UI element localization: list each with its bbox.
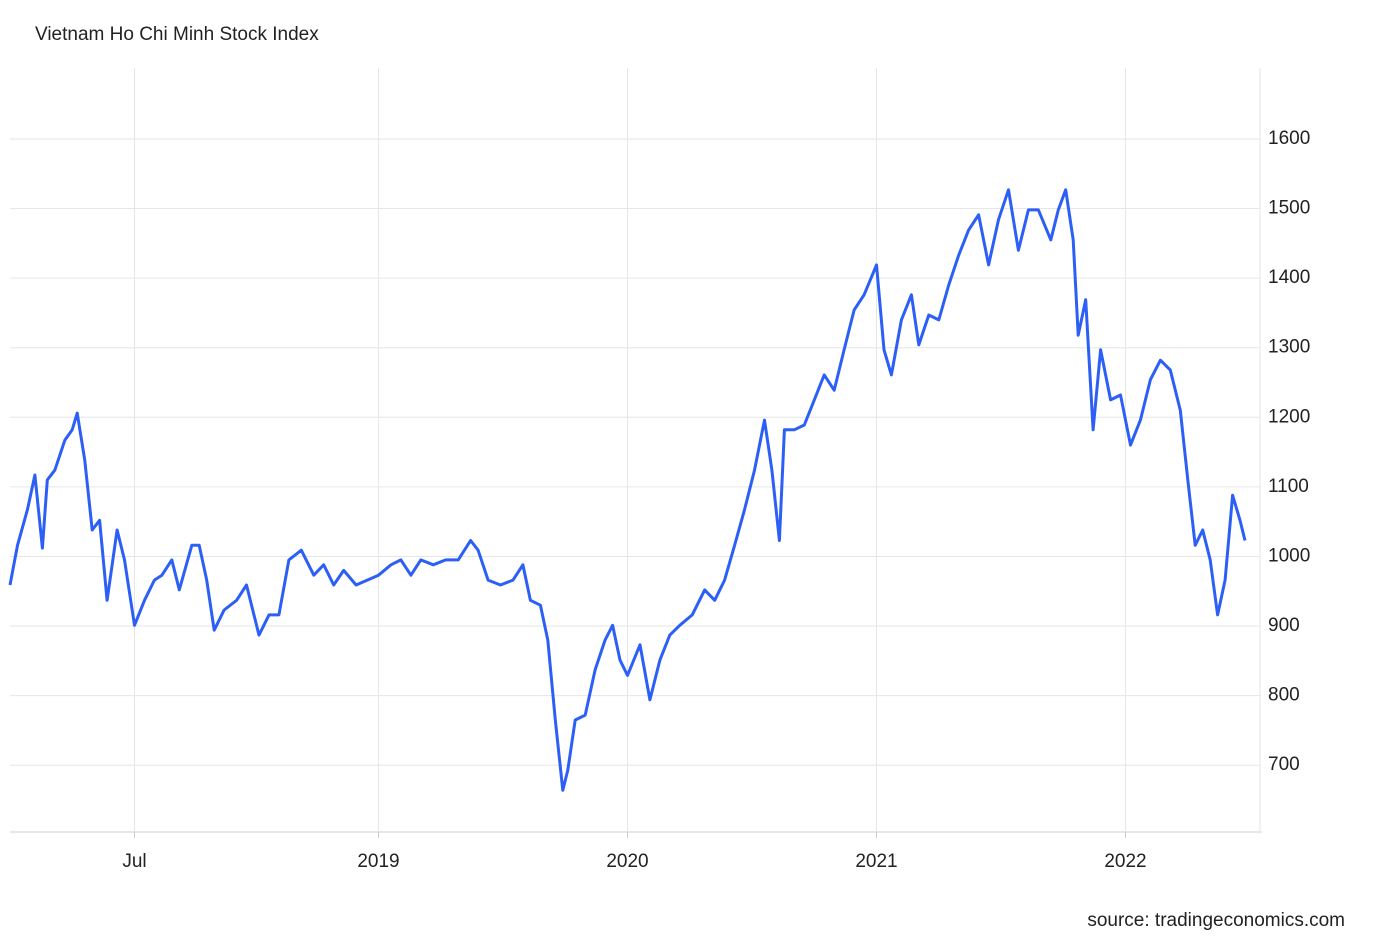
y-tick-label: 1500 (1268, 198, 1310, 219)
source-note: source: tradingeconomics.com (1087, 910, 1345, 931)
y-tick-label: 1100 (1268, 476, 1309, 497)
x-tick-label: Jul (122, 851, 146, 872)
y-tick-label: 1200 (1268, 406, 1310, 427)
y-tick-label: 700 (1268, 754, 1300, 775)
chart-title: Vietnam Ho Chi Minh Stock Index (35, 24, 319, 45)
y-tick-label: 800 (1268, 685, 1300, 706)
data-line (8, 188, 1247, 792)
y-tick-label: 1000 (1268, 545, 1310, 566)
x-tick-label: 2022 (1104, 851, 1146, 872)
x-tick-label: 2019 (357, 851, 399, 872)
x-tick-label: 2020 (606, 851, 648, 872)
y-tick-label: 900 (1268, 615, 1300, 636)
y-tick-label: 1400 (1268, 267, 1310, 288)
y-tick-label: 1300 (1268, 337, 1310, 358)
x-tick-label: 2021 (855, 851, 897, 872)
y-tick-label: 1600 (1268, 128, 1310, 149)
